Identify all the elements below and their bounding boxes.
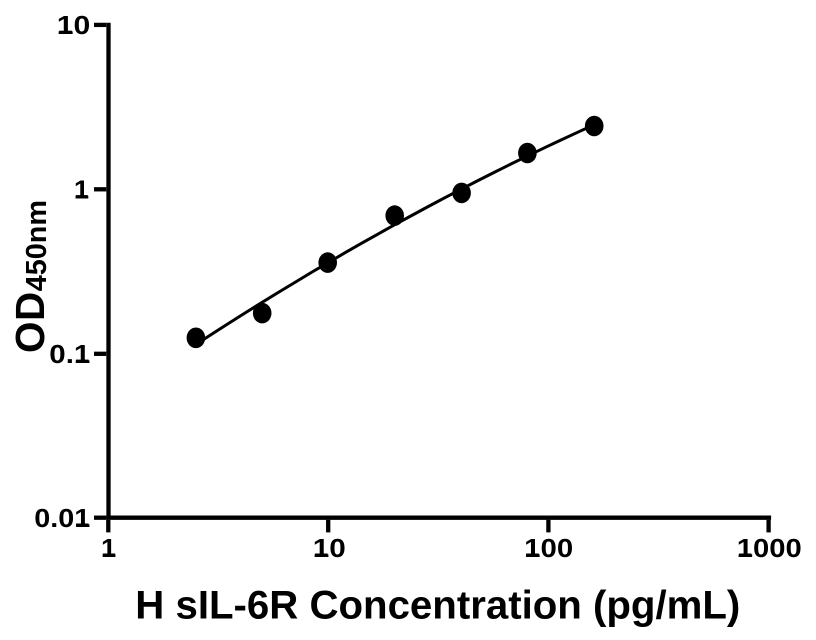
- svg-text:10: 10: [57, 10, 91, 40]
- svg-text:1: 1: [101, 533, 116, 563]
- svg-text:1: 1: [74, 174, 89, 204]
- svg-text:0.1: 0.1: [49, 339, 90, 369]
- svg-text:H sIL-6R Concentration (pg/mL): H sIL-6R Concentration (pg/mL): [135, 583, 740, 628]
- svg-text:0.01: 0.01: [34, 503, 90, 533]
- svg-text:100: 100: [524, 533, 573, 563]
- svg-text:1000: 1000: [737, 533, 802, 563]
- svg-text:10: 10: [313, 533, 346, 563]
